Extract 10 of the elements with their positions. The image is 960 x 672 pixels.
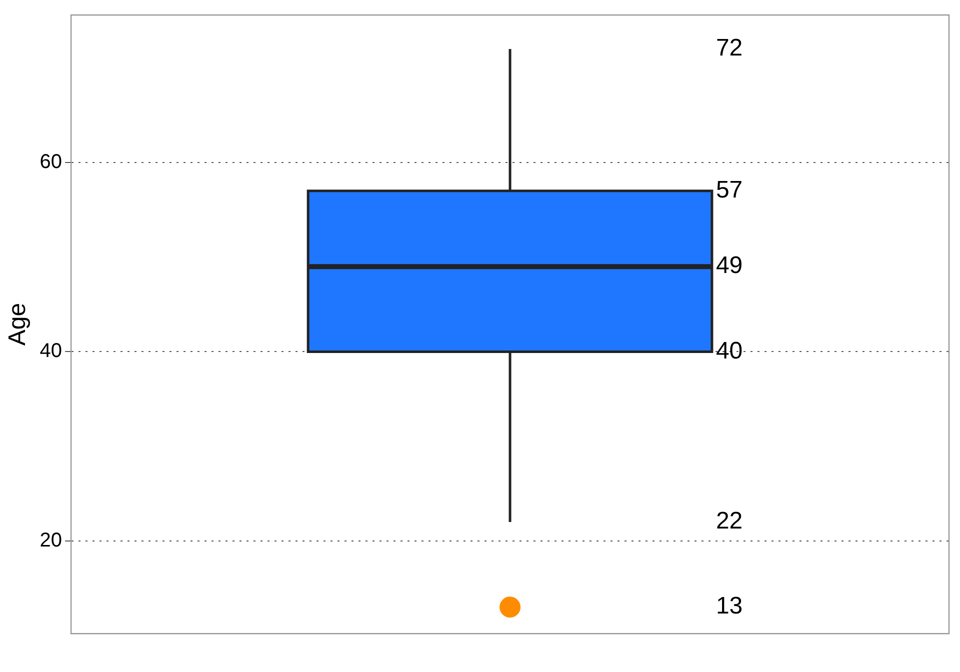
annotation: 72 [716,34,743,62]
annotation: 49 [716,252,743,280]
annotation: 40 [716,337,743,364]
y-tick-label: 60 [40,151,62,174]
annotation: 57 [716,176,743,204]
y-tick-label: 20 [40,529,62,552]
annotation: 13 [716,592,743,620]
y-axis-title: Age [4,302,32,346]
annotation: 22 [716,508,743,535]
y-tick-label: 40 [40,340,62,362]
